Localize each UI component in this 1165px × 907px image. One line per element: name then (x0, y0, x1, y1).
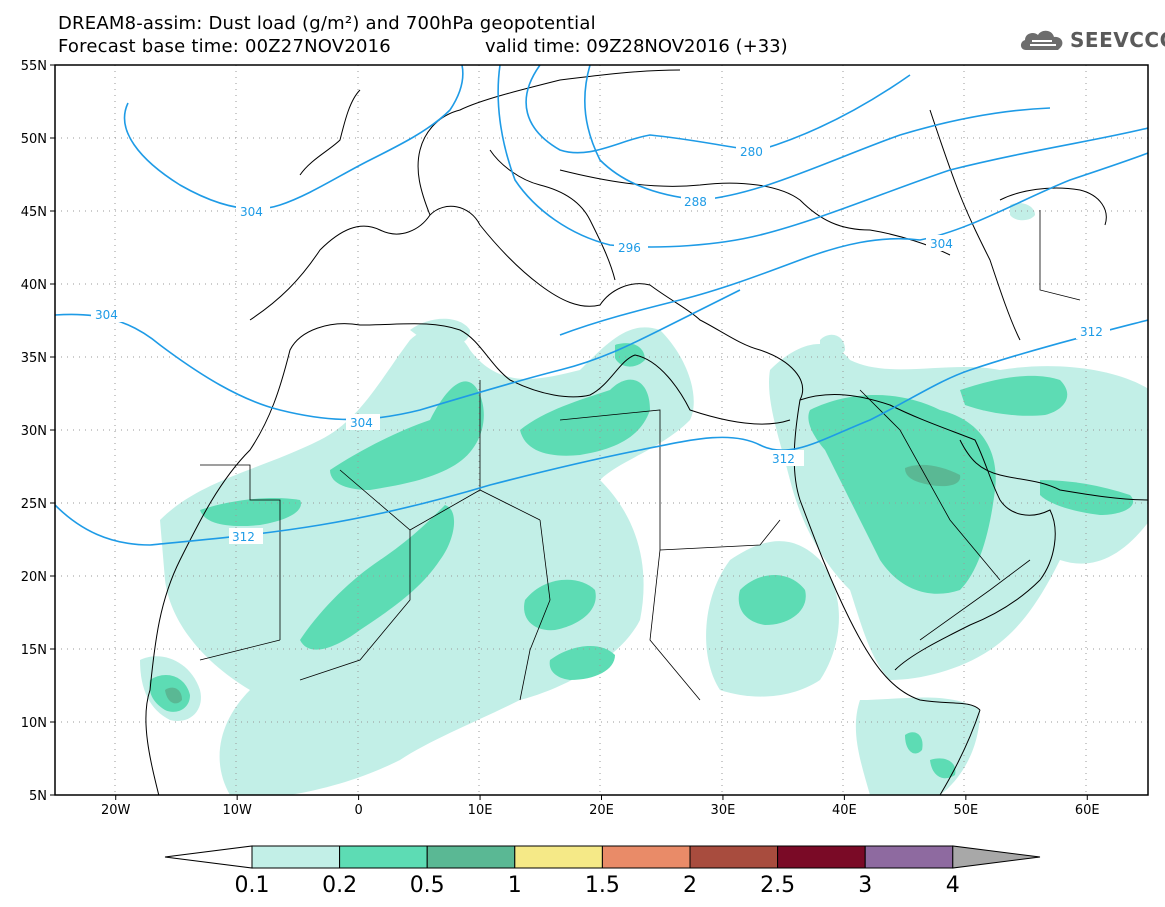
contour-label: 304 (930, 237, 953, 251)
colorbar-over-triangle (952, 845, 1041, 869)
coastlines (145, 69, 1148, 795)
lat-tick-label: 45N (21, 205, 47, 220)
contour-label: 304 (350, 416, 373, 430)
lon-tick-label: 20E (589, 803, 614, 818)
contour-312 (55, 319, 1148, 546)
lon-tick-label: 60E (1075, 803, 1100, 818)
colorbar-level-label: 4 (946, 873, 960, 898)
lon-tick-label: 0 (354, 803, 362, 818)
colorbar-swatch (864, 845, 954, 869)
colorbar: 0.1 0.2 0.5 1 1.5 2 2.5 3 4 (164, 845, 1041, 898)
chart-title: DREAM8-assim: Dust load (g/m²) and 700hP… (58, 13, 596, 34)
contour-280 (525, 65, 911, 154)
contour-288 (584, 65, 1051, 201)
colorbar-swatch (514, 845, 603, 869)
contour-label: 288 (684, 195, 707, 209)
colorbar-swatch (339, 845, 428, 869)
colorbar-level-label: 1.5 (585, 873, 620, 898)
lat-tick-label: 50N (21, 132, 47, 147)
country-borders (199, 210, 1081, 701)
lon-tick-label: 10E (468, 803, 493, 818)
contour-296 (497, 65, 1148, 248)
logo-text: SEEVCCC (1070, 28, 1165, 52)
contour-label: 296 (618, 241, 641, 255)
colorbar-under-triangle (164, 845, 253, 869)
lon-tick-label: 30E (711, 803, 736, 818)
lon-tick-label: 10W (222, 803, 252, 818)
colorbar-level-label: 0.1 (235, 873, 270, 898)
lon-tick-label: 40E (832, 803, 857, 818)
colorbar-level-label: 0.2 (322, 873, 357, 898)
colorbar-level-label: 3 (858, 873, 872, 898)
lat-tick-label: 35N (21, 351, 47, 366)
lon-tick-label: 50E (953, 803, 978, 818)
contour-304-south (55, 289, 741, 421)
seevccc-logo: SEEVCCC (1018, 26, 1165, 54)
colorbar-swatch (777, 845, 866, 869)
contour-304-west (123, 65, 464, 210)
contour-304-east (559, 152, 1148, 336)
colorbar-swatch (689, 845, 779, 869)
lat-tick-label: 55N (21, 59, 47, 74)
contour-label: 280 (740, 145, 763, 159)
lat-tick-label: 5N (29, 789, 47, 804)
forecast-base-time: Forecast base time: 00Z27NOV2016 (58, 36, 391, 57)
geopotential-contours (55, 65, 1148, 546)
colorbar-swatch (601, 845, 691, 869)
latitude-axis: 55N 50N 45N 40N 35N 30N 25N 20N 15N 10N 5N (21, 59, 55, 804)
contour-label: 312 (772, 452, 795, 466)
lat-tick-label: 25N (21, 497, 47, 512)
contour-label: 304 (95, 308, 118, 322)
lon-tick-label: 20W (101, 803, 131, 818)
colorbar-level-label: 2 (683, 873, 697, 898)
dust-layer-medium (149, 343, 1134, 779)
colorbar-level-label: 0.5 (410, 873, 445, 898)
dust-layer-dark (165, 464, 961, 704)
contour-label: 304 (240, 205, 263, 219)
lat-tick-label: 10N (21, 716, 47, 731)
longitude-axis: 20W 10W 0 10E 20E 30E 40E 50E 60E (101, 795, 1100, 818)
colorbar-swatch (251, 845, 341, 869)
lat-tick-label: 40N (21, 278, 47, 293)
contour-label: 312 (232, 530, 255, 544)
lat-tick-label: 30N (21, 424, 47, 439)
lat-tick-label: 15N (21, 643, 47, 658)
contour-label: 312 (1080, 325, 1103, 339)
lat-tick-label: 20N (21, 570, 47, 585)
valid-time: valid time: 09Z28NOV2016 (+33) (485, 36, 788, 57)
colorbar-swatch (426, 845, 516, 869)
cloud-icon (1020, 30, 1063, 50)
contour-labels: 304 280 288 296 304 304 304 312 312 312 (91, 143, 1110, 544)
colorbar-level-label: 2.5 (760, 873, 795, 898)
colorbar-level-label: 1 (508, 873, 522, 898)
